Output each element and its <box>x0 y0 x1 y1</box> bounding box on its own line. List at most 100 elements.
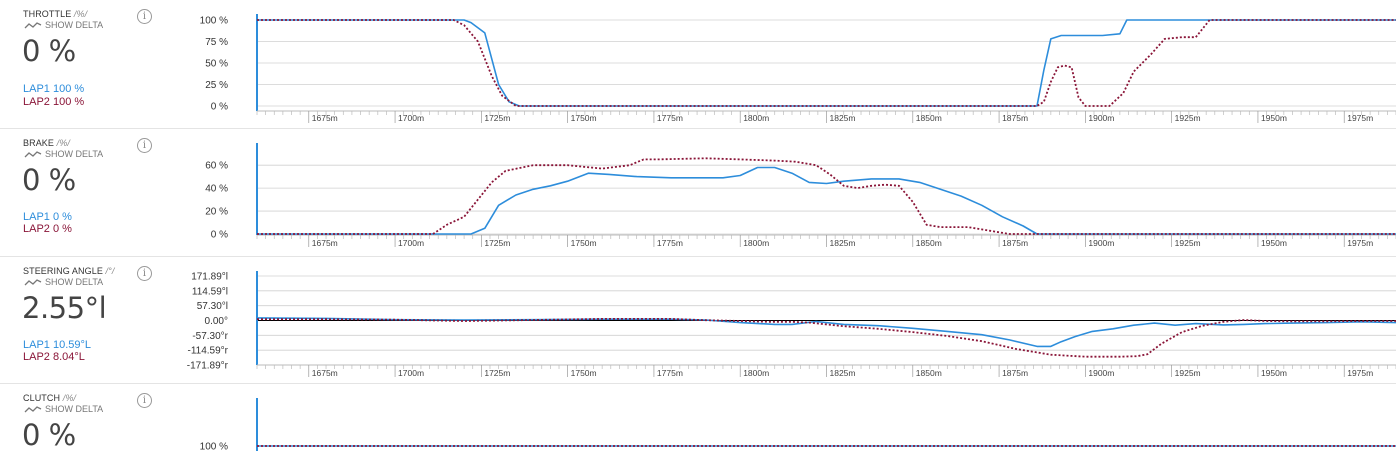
x-tick-label: 1825m <box>830 238 856 248</box>
x-tick-label: 1925m <box>1175 113 1201 123</box>
throttle-chart[interactable]: 0 % 25 % 50 % 75 % 100 % 1675m 1700m 1725m 1750m… <box>180 0 1396 128</box>
brake-show-delta-toggle[interactable]: SHOW DELTA <box>24 149 103 159</box>
x-tick-label: 1675m <box>312 238 338 248</box>
y-tick-label: 0.00° <box>205 316 228 327</box>
brake-lap2-line <box>257 157 1396 235</box>
y-tick-label: 114.59°l <box>192 286 228 297</box>
x-tick-label: 1750m <box>571 113 597 123</box>
throttle-unit: /%/ <box>73 9 88 19</box>
x-tick-label: 1975m <box>1347 368 1373 378</box>
throttle-title: THROTTLE /%/ <box>23 9 87 19</box>
panel-divider <box>0 128 1396 129</box>
x-tick-label: 1900m <box>1088 368 1114 378</box>
show-delta-label: SHOW DELTA <box>45 149 104 159</box>
steering-lap2-value: LAP2 8.04°L <box>23 351 85 363</box>
brake-title: BRAKE /%/ <box>23 138 70 148</box>
y-tick-label: 100 % <box>200 16 228 27</box>
x-tick-label: 1825m <box>830 113 856 123</box>
throttle-panel: THROTTLE /%/ SHOW DELTA 0 % LAP1 100 % L… <box>0 0 1396 128</box>
throttle-title-text: THROTTLE <box>23 9 72 19</box>
x-tick-label: 1750m <box>571 368 597 378</box>
clutch-sidebar: CLUTCH /%/ SHOW DELTA 0 % i <box>0 384 180 452</box>
y-tick-label: -114.59°r <box>187 346 228 357</box>
throttle-lap1-line <box>257 19 1396 107</box>
x-tick-label: 1950m <box>1261 238 1287 248</box>
y-tick-label: 60 % <box>205 161 228 172</box>
show-delta-label: SHOW DELTA <box>45 20 104 30</box>
brake-unit: /%/ <box>56 138 70 148</box>
x-tick-label: 1900m <box>1088 113 1114 123</box>
panel-divider <box>0 256 1396 257</box>
brake-lap1-line <box>257 166 1396 235</box>
y-tick-label: 25 % <box>205 80 228 91</box>
x-tick-label: 1800m <box>743 113 769 123</box>
info-icon[interactable]: i <box>137 393 152 408</box>
show-delta-label: SHOW DELTA <box>45 277 104 287</box>
x-tick-label: 1725m <box>484 113 510 123</box>
clutch-title-text: CLUTCH <box>23 393 61 403</box>
x-tick-label: 1875m <box>1002 368 1028 378</box>
steering-current-value: 2.55°l <box>22 291 107 325</box>
y-tick-label: 40 % <box>205 184 228 195</box>
x-tick-label: 1775m <box>657 238 683 248</box>
clutch-unit: /%/ <box>62 393 77 403</box>
x-tick-label: 1775m <box>657 113 683 123</box>
brake-panel: BRAKE /%/ SHOW DELTA 0 % LAP1 0 % LAP2 0… <box>0 129 1396 256</box>
clutch-current-value: 0 % <box>22 418 76 452</box>
y-tick-label: 100 % <box>200 442 228 452</box>
panel-divider <box>0 383 1396 384</box>
x-tick-label: 1975m <box>1347 238 1373 248</box>
y-tick-label: 0 % <box>211 230 228 241</box>
x-tick-label: 1775m <box>657 368 683 378</box>
trend-icon <box>24 151 42 158</box>
x-tick-label: 1925m <box>1175 368 1201 378</box>
steering-title-text: STEERING ANGLE <box>23 266 103 276</box>
trend-icon <box>24 22 42 29</box>
x-tick-label: 1850m <box>916 113 942 123</box>
x-tick-label: 1750m <box>571 238 597 248</box>
x-tick-label: 1900m <box>1088 238 1114 248</box>
steering-lap2-line <box>257 318 1396 358</box>
throttle-show-delta-toggle[interactable]: SHOW DELTA <box>24 20 103 30</box>
brake-chart[interactable]: 0 % 20 % 40 % 60 % 1675m 1700m 1725m 1750m 1775m… <box>180 129 1396 256</box>
steering-sidebar: STEERING ANGLE /°/ SHOW DELTA 2.55°l LAP… <box>0 257 180 383</box>
y-tick-label: -171.89°r <box>187 361 229 372</box>
brake-lap2-value: LAP2 0 % <box>23 223 72 235</box>
brake-current-value: 0 % <box>22 163 76 197</box>
throttle-sidebar: THROTTLE /%/ SHOW DELTA 0 % LAP1 100 % L… <box>0 0 180 128</box>
y-tick-label: 0 % <box>211 102 228 113</box>
x-tick-label: 1725m <box>484 238 510 248</box>
steering-show-delta-toggle[interactable]: SHOW DELTA <box>24 277 103 287</box>
clutch-panel: CLUTCH /%/ SHOW DELTA 0 % i 100 % <box>0 384 1396 452</box>
x-tick-label: 1700m <box>398 113 424 123</box>
x-tick-label: 1725m <box>484 368 510 378</box>
info-icon[interactable]: i <box>137 266 152 281</box>
steering-chart[interactable]: 171.89°l 114.59°l 57.30°l 0.00° -57.30°r -114… <box>180 257 1396 383</box>
brake-title-text: BRAKE <box>23 138 55 148</box>
steering-unit: /°/ <box>105 266 115 276</box>
x-tick-label: 1925m <box>1175 238 1201 248</box>
clutch-show-delta-toggle[interactable]: SHOW DELTA <box>24 404 103 414</box>
info-icon[interactable]: i <box>137 138 152 153</box>
steering-title: STEERING ANGLE /°/ <box>23 266 114 276</box>
x-tick-label: 1850m <box>916 238 942 248</box>
y-tick-label: 50 % <box>205 59 228 70</box>
x-tick-label: 1875m <box>1002 238 1028 248</box>
steering-lap1-value: LAP1 10.59°L <box>23 339 92 351</box>
x-tick-label: 1950m <box>1261 113 1287 123</box>
x-tick-label: 1975m <box>1347 113 1373 123</box>
x-tick-label: 1675m <box>312 113 338 123</box>
clutch-chart[interactable]: 100 % <box>180 384 1396 451</box>
y-tick-label: 75 % <box>205 37 228 48</box>
throttle-lap1-value: LAP1 100 % <box>23 83 85 95</box>
x-tick-label: 1825m <box>830 368 856 378</box>
x-tick-label: 1700m <box>398 368 424 378</box>
clutch-title: CLUTCH /%/ <box>23 393 76 403</box>
y-tick-label: 57.30°l <box>197 301 228 312</box>
throttle-lap2-line <box>257 19 1396 107</box>
info-icon[interactable]: i <box>137 9 152 24</box>
throttle-current-value: 0 % <box>22 34 76 68</box>
x-tick-label: 1675m <box>312 368 338 378</box>
x-tick-label: 1700m <box>398 238 424 248</box>
trend-icon <box>24 406 42 413</box>
